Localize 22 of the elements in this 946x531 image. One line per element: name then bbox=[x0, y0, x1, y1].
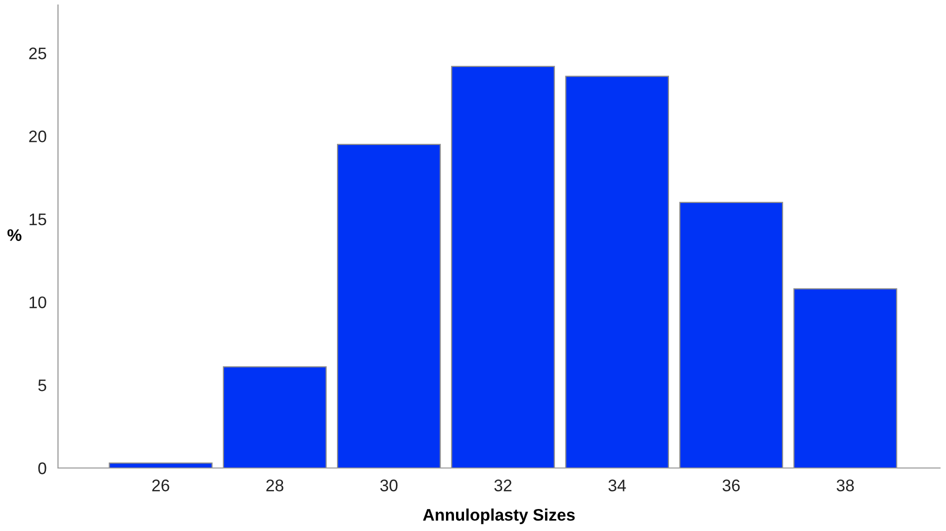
bar bbox=[679, 202, 784, 468]
y-tick-label: 10 bbox=[30, 296, 46, 308]
x-tick-label: 28 bbox=[266, 480, 284, 492]
y-tick-label: 0 bbox=[38, 462, 46, 474]
x-tick-label: 34 bbox=[608, 480, 626, 492]
bar bbox=[222, 366, 327, 468]
bar bbox=[565, 76, 669, 468]
x-tick-label: 32 bbox=[494, 480, 512, 492]
bar bbox=[451, 66, 555, 468]
x-tick-label: 38 bbox=[836, 480, 854, 492]
y-tick-label: 20 bbox=[29, 130, 46, 142]
bar bbox=[793, 288, 898, 468]
x-tick-label: 36 bbox=[722, 480, 740, 492]
x-axis-title: Annuloplasty Sizes bbox=[423, 508, 575, 524]
y-tick-label: 5 bbox=[38, 380, 46, 392]
bar bbox=[336, 144, 441, 468]
x-tick-label: 26 bbox=[152, 480, 170, 492]
bar bbox=[108, 462, 213, 468]
y-axis-title: % bbox=[7, 229, 22, 241]
y-tick-label: 15 bbox=[30, 214, 46, 226]
x-tick-label: 30 bbox=[380, 480, 398, 492]
y-tick-label: 25 bbox=[29, 48, 46, 60]
